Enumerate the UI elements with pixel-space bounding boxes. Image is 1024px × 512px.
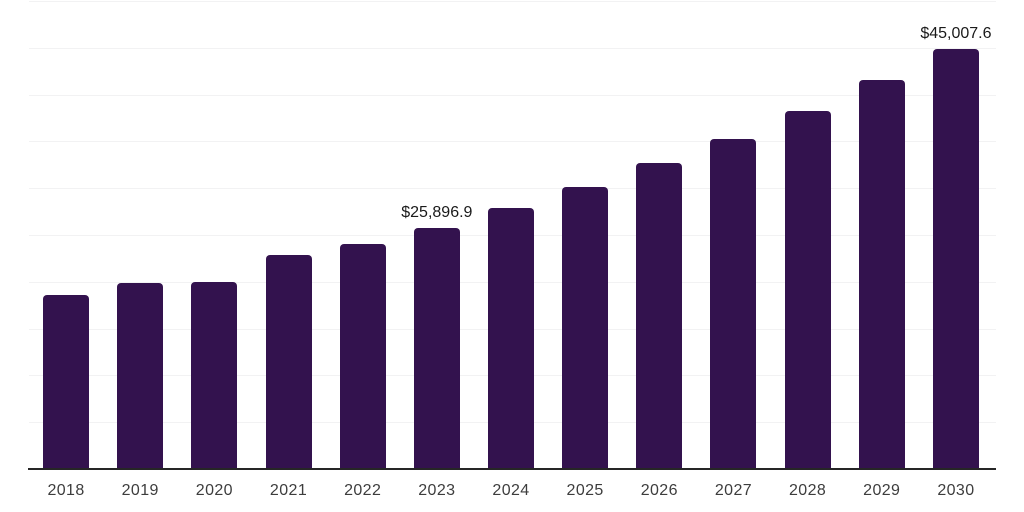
bar-2030 [932, 48, 979, 470]
gridline-45000 [29, 47, 996, 49]
x-axis-tick-labels: 2018 2019 2020 2021 2022 2023 2024 2025 2026 2027… [29, 483, 993, 505]
x-tick-2027: 2027 [714, 482, 753, 499]
x-tick-2026: 2026 [640, 482, 678, 499]
gridline-35000 [29, 141, 996, 143]
gridline-50000 [29, 1, 996, 2]
bar-2027 [710, 138, 757, 470]
plot-area: $25,896.9 $45,007.6 [28, 1, 996, 470]
bar-2024 [488, 207, 534, 470]
bar-2029 [858, 79, 905, 470]
x-tick-2023: 2023 [418, 482, 456, 499]
bar-2019 [117, 282, 164, 470]
x-tick-2024: 2024 [492, 482, 530, 499]
bar-value-label-2023: $25,896.9 [401, 203, 473, 221]
x-axis-line [28, 468, 996, 470]
bar-2023 [413, 227, 460, 470]
bar-2021 [265, 254, 312, 470]
x-tick-2022: 2022 [344, 482, 382, 499]
x-tick-2028: 2028 [789, 482, 827, 499]
bar-2022 [339, 244, 386, 470]
gridline-40000 [29, 94, 996, 96]
bar-2025 [562, 187, 609, 470]
x-tick-2019: 2019 [121, 482, 159, 499]
x-tick-2025: 2025 [566, 482, 604, 499]
x-tick-2029: 2029 [863, 482, 901, 499]
x-tick-2018: 2018 [47, 482, 85, 499]
x-tick-2021: 2021 [269, 482, 308, 499]
x-tick-2030: 2030 [937, 482, 975, 499]
gridline-30000 [29, 188, 996, 190]
bar-2028 [784, 110, 831, 470]
bar-2020 [191, 281, 238, 470]
bar-2026 [636, 163, 683, 470]
bar-value-label-2030: $45,007.6 [920, 24, 992, 42]
x-tick-2020: 2020 [195, 482, 233, 499]
bar-2018 [43, 294, 90, 470]
